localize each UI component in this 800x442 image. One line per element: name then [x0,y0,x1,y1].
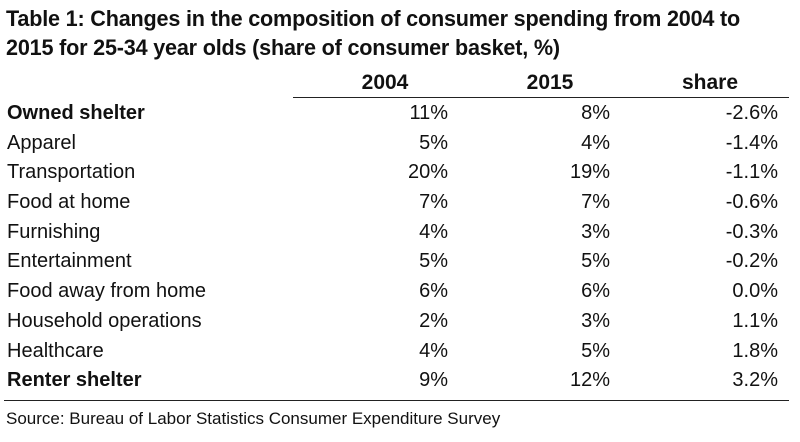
column-header-2004: 2004 [361,71,409,94]
row-category: Transportation [7,161,136,184]
column-header-share: share [681,71,739,94]
row-category: Food at home [7,191,131,214]
header-divider [293,97,789,98]
row-value-2015: 3% [581,220,610,243]
row-value-2015: 19% [569,161,610,184]
row-value-share-change: 1.1% [732,309,778,332]
row-value-2004: 6% [419,280,448,303]
row-value-2004: 7% [419,191,448,214]
row-value-2004: 5% [419,131,448,154]
table-bottom-divider [4,400,789,401]
row-value-2004: 2% [419,309,448,332]
row-category: Apparel [7,131,76,154]
row-value-2015: 7% [581,191,610,214]
table-row: Furnishing 4% 3% -0.3% [0,218,800,248]
row-category: Renter shelter [7,369,142,392]
row-value-2004: 5% [419,250,448,273]
row-value-share-change: -1.1% [725,161,778,184]
row-value-2015: 5% [581,339,610,362]
row-value-2004: 11% [409,102,448,124]
row-category: Healthcare [7,339,104,362]
table-body: Owned shelter 11% 8% -2.6% Apparel 5% 4% -1.4% T… [0,99,800,396]
row-value-2004: 4% [419,220,448,243]
row-value-share-change: 3.2% [732,369,778,392]
table-row: Household operations 2% 3% 1.1% [0,307,800,337]
row-value-share-change: -0.2% [725,250,778,273]
column-header-2015: 2015 [526,71,574,94]
table-row: Healthcare 4% 5% 1.8% [0,337,800,367]
table-title: Table 1: Changes in the composition of c… [6,6,741,60]
row-value-share-change: -0.6% [725,191,778,214]
row-value-share-change: -0.3% [725,220,778,243]
row-value-2004: 9% [419,369,448,392]
row-value-2015: 6% [581,280,610,303]
row-value-2015: 12% [569,369,610,392]
table-row: Apparel 5% 4% -1.4% [0,129,800,159]
table-row: Renter shelter 9% 12% 3.2% [0,366,800,396]
table-row: Food at home 7% 7% -0.6% [0,188,800,218]
row-value-share-change: -1.4% [725,131,778,154]
table-row: Owned shelter 11% 8% -2.6% [0,99,800,129]
row-category: Food away from home [7,280,206,303]
row-category: Owned shelter [7,102,145,124]
table-header-row: 2004 2015 share [0,69,800,99]
source-note: Source: Bureau of Labor Statistics Consu… [6,409,501,428]
row-value-share-change: 1.8% [732,339,778,362]
table-row: Transportation 20% 19% -1.1% [0,158,800,188]
row-value-2004: 4% [419,339,448,362]
row-value-2015: 3% [581,309,610,332]
row-value-share-change: 0.0% [732,280,778,303]
spending-table: 2004 2015 share Owned shelter 11% 8% -2.6% A… [0,69,800,391]
row-category: Household operations [7,309,202,332]
row-value-2004: 20% [407,161,448,184]
row-category: Entertainment [7,250,132,273]
row-value-2015: 5% [581,250,610,273]
row-value-share-change: -2.6% [725,102,778,124]
row-value-2015: 8% [581,102,610,124]
row-category: Furnishing [7,220,101,243]
row-value-2015: 4% [581,131,610,154]
table-row: Entertainment 5% 5% -0.2% [0,247,800,277]
table-row: Food away from home 6% 6% 0.0% [0,277,800,307]
